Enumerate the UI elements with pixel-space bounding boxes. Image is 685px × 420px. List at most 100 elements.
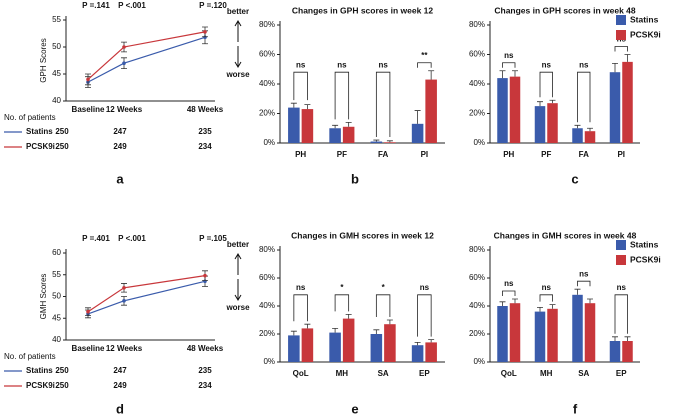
bracket (417, 294, 432, 337)
bar (572, 294, 583, 362)
bar (425, 79, 437, 143)
x-tick-label: PI (421, 150, 429, 159)
p-value: P =.401 (82, 234, 110, 243)
error-bar (574, 124, 581, 129)
y-tick-label: 20% (469, 329, 485, 338)
chart-title: Changes in GPH scores in week 48 (494, 5, 636, 15)
point (86, 309, 90, 314)
significance: ns (579, 269, 589, 278)
y-tick-label: 55 (52, 270, 61, 279)
y-tick-label: 45 (52, 69, 61, 78)
table-cell: 250 (55, 127, 69, 136)
p-value: P <.001 (118, 1, 146, 10)
bar (425, 342, 437, 362)
y-tick-label: 40 (52, 335, 61, 344)
point (86, 77, 90, 82)
x-tick-label: FA (579, 150, 589, 159)
bracket (539, 71, 553, 98)
error-bar (612, 62, 618, 73)
x-tick-label: PI (617, 150, 625, 159)
y-axis-title: GMH Scores (39, 274, 48, 320)
x-tick-label: QoL (501, 369, 517, 378)
table-title: No. of patients (4, 113, 56, 122)
error-bar (537, 307, 543, 312)
x-tick-label: QoL (293, 369, 309, 378)
y-tick-label: 50 (52, 42, 61, 51)
bracket (614, 46, 628, 52)
error-bar (499, 301, 506, 306)
panel-letter: a (116, 171, 124, 186)
y-tick-label: 60% (259, 273, 275, 282)
table-cell: 234 (198, 142, 212, 151)
y-tick-label: 60% (469, 273, 485, 282)
error-bar (624, 54, 631, 62)
bracket (539, 294, 553, 302)
table-cell: 247 (113, 127, 127, 136)
bar (584, 303, 596, 362)
bar (329, 332, 341, 362)
x-tick-label: 48 Weeks (187, 344, 224, 353)
significance: * (340, 283, 344, 292)
bracket (577, 71, 591, 123)
error-bar (386, 319, 393, 325)
x-tick-label: 48 Weeks (187, 105, 224, 114)
bar (411, 123, 424, 143)
y-tick-label: 20% (259, 109, 275, 118)
y-tick-label: 0% (263, 138, 275, 147)
arrow (234, 253, 242, 275)
y-tick-label: 20% (469, 109, 485, 118)
legend-label: Statins (630, 14, 659, 24)
bar (622, 341, 633, 362)
bar (384, 324, 396, 362)
significance: * (382, 283, 386, 292)
bar (497, 78, 508, 143)
point (203, 30, 207, 34)
y-tick-label: 60 (52, 248, 61, 257)
point (122, 286, 126, 290)
error-bar (512, 298, 518, 304)
line (87, 280, 206, 315)
bar (572, 128, 583, 143)
bar (342, 126, 355, 143)
bar (329, 128, 341, 143)
y-tick-label: 80% (259, 245, 275, 254)
x-tick-label: FA (378, 150, 388, 159)
table-cell: 235 (198, 127, 212, 136)
x-tick-label: SA (578, 369, 589, 378)
error-bar (373, 329, 380, 334)
point (203, 273, 207, 278)
y-tick-label: 50 (52, 292, 61, 301)
y-tick-label: 40% (259, 301, 275, 310)
x-tick-label: 12 Weeks (106, 105, 143, 114)
y-tick-label: 80% (469, 245, 485, 254)
y-tick-label: 0% (263, 357, 275, 366)
bracket (502, 62, 516, 68)
bracket (293, 294, 308, 322)
bar (342, 318, 355, 362)
y-tick-label: 40% (469, 301, 485, 310)
y-tick-label: 20% (259, 329, 275, 338)
y-tick-label: 55 (52, 15, 61, 24)
x-tick-label: 12 Weeks (106, 344, 143, 353)
x-tick-label: EP (419, 369, 430, 378)
bar (547, 308, 558, 362)
significance: ns (504, 51, 514, 60)
arrow (234, 46, 242, 68)
bracket (334, 294, 350, 312)
error-bar (304, 323, 311, 329)
error-bar (414, 342, 421, 346)
error-bar (386, 140, 393, 143)
bar (301, 109, 314, 143)
error-bar (304, 104, 311, 110)
legend-label: Statins (630, 239, 659, 249)
direction-down: worse (225, 70, 250, 79)
error-bar (332, 328, 339, 333)
legend-label: PCSK9i (630, 29, 661, 39)
panel-letter: f (573, 401, 578, 416)
x-tick-label: PF (541, 150, 551, 159)
y-tick-label: 40% (469, 79, 485, 88)
bar (370, 334, 383, 362)
error-bar (499, 70, 506, 79)
significance: ns (296, 60, 306, 69)
panel-letter: b (351, 171, 359, 186)
